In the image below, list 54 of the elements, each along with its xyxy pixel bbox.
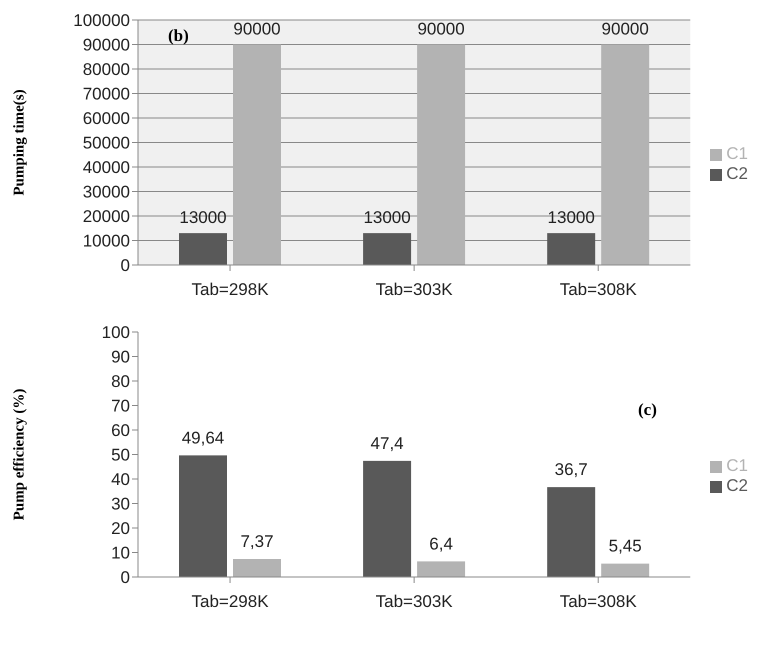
data-label: 7,37 (240, 532, 274, 551)
data-label: 13000 (179, 208, 227, 228)
y-tick-label: 80000 (82, 60, 130, 80)
data-label: 90000 (417, 20, 465, 38)
y-tick-label: 20000 (82, 207, 130, 226)
y-tick-label: 30 (111, 494, 130, 514)
x-tick-label: Tab=303K (376, 592, 454, 612)
y-tick-label: 50 (111, 446, 130, 465)
legend-label: C2 (726, 476, 748, 495)
data-label: 36,7 (554, 460, 588, 480)
x-tick-label: Tab=308K (560, 280, 638, 300)
y-tick-label: 70000 (82, 84, 130, 104)
x-tick-label: Tab=303K (376, 280, 454, 300)
bar (233, 558, 281, 577)
bar (417, 561, 466, 577)
bar (547, 487, 596, 577)
y-tick-label: 50000 (82, 134, 130, 153)
y-tick-label: 90 (111, 348, 130, 367)
y-tick-label: 10 (111, 544, 130, 563)
y-axis-title: Pumping time(s) (11, 89, 28, 196)
bar (601, 564, 650, 577)
y-tick-label: 20 (111, 519, 130, 538)
bar (179, 455, 227, 577)
y-tick-label: 60 (111, 421, 130, 440)
y-tick-label: 0 (120, 568, 130, 588)
data-label: 49,64 (182, 428, 224, 448)
bar (363, 460, 412, 577)
x-tick-label: Tab=308K (560, 592, 638, 612)
y-tick-label: 0 (120, 256, 130, 276)
y-tick-label: 100 (102, 323, 130, 342)
annotation: (b) (168, 26, 189, 46)
annotation: (c) (638, 400, 657, 420)
data-label: 47,4 (370, 434, 404, 453)
y-tick-label: 10000 (82, 232, 130, 251)
x-tick-label: Tab=298K (192, 592, 270, 612)
legend-label: C2 (726, 164, 748, 183)
y-tick-label: 70 (111, 396, 130, 416)
y-tick-label: 40000 (82, 158, 130, 178)
y-tick-label: 100000 (73, 11, 130, 30)
y-tick-label: 40 (111, 470, 130, 490)
y-axis-title: Pump efficiency (%) (11, 388, 28, 520)
y-tick-label: 30000 (82, 182, 130, 202)
y-tick-label: 80 (111, 372, 130, 392)
data-label: 13000 (548, 208, 595, 228)
x-tick-label: Tab=298K (192, 280, 270, 300)
data-label: 6,4 (429, 534, 453, 554)
data-label: 13000 (363, 208, 411, 228)
data-label: 5,45 (608, 536, 642, 556)
y-tick-label: 90000 (82, 36, 130, 55)
data-label: 90000 (233, 20, 281, 38)
y-tick-label: 60000 (82, 109, 130, 128)
data-label: 90000 (602, 20, 649, 38)
legend-label: C1 (726, 456, 748, 475)
legend-label: C1 (726, 144, 748, 163)
